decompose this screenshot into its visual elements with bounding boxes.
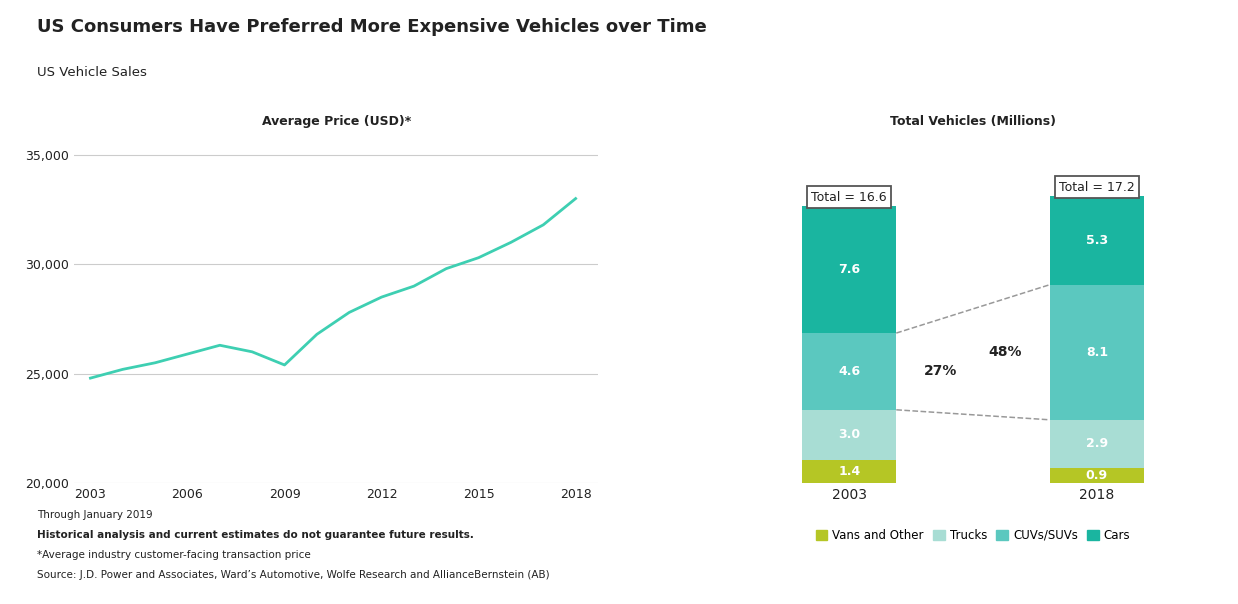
Title: Total Vehicles (Millions): Total Vehicles (Millions) bbox=[890, 115, 1056, 127]
Text: Total = 16.6: Total = 16.6 bbox=[811, 191, 888, 204]
Text: US Consumers Have Preferred More Expensive Vehicles over Time: US Consumers Have Preferred More Expensi… bbox=[37, 18, 707, 36]
Bar bbox=[1050, 284, 1144, 420]
Text: US Vehicle Sales: US Vehicle Sales bbox=[37, 66, 147, 80]
Bar bbox=[1050, 420, 1144, 468]
Text: 8.1: 8.1 bbox=[1086, 345, 1108, 359]
Text: 0.9: 0.9 bbox=[1086, 469, 1108, 482]
Bar bbox=[1050, 196, 1144, 284]
Bar bbox=[802, 333, 896, 410]
Title: Average Price (USD)*: Average Price (USD)* bbox=[261, 115, 411, 127]
Text: 5.3: 5.3 bbox=[1086, 234, 1108, 247]
Text: Historical analysis and current estimates do not guarantee future results.: Historical analysis and current estimate… bbox=[37, 530, 474, 541]
Text: 27%: 27% bbox=[924, 364, 957, 379]
Text: *Average industry customer-facing transaction price: *Average industry customer-facing transa… bbox=[37, 550, 311, 561]
Text: 4.6: 4.6 bbox=[838, 365, 860, 378]
Text: 7.6: 7.6 bbox=[838, 263, 860, 276]
Bar bbox=[802, 207, 896, 333]
Text: 1.4: 1.4 bbox=[838, 465, 860, 478]
Text: 48%: 48% bbox=[988, 345, 1023, 359]
Text: 2.9: 2.9 bbox=[1086, 437, 1108, 451]
Bar bbox=[1050, 468, 1144, 483]
Text: Through January 2019: Through January 2019 bbox=[37, 510, 152, 521]
Bar bbox=[802, 460, 896, 483]
Text: Source: J.D. Power and Associates, Ward’s Automotive, Wolfe Research and Allianc: Source: J.D. Power and Associates, Ward’… bbox=[37, 570, 550, 580]
Text: Total = 17.2: Total = 17.2 bbox=[1058, 181, 1135, 194]
Text: 3.0: 3.0 bbox=[838, 428, 860, 442]
Bar bbox=[802, 410, 896, 460]
Legend: Vans and Other, Trucks, CUVs/SUVs, Cars: Vans and Other, Trucks, CUVs/SUVs, Cars bbox=[811, 524, 1135, 547]
